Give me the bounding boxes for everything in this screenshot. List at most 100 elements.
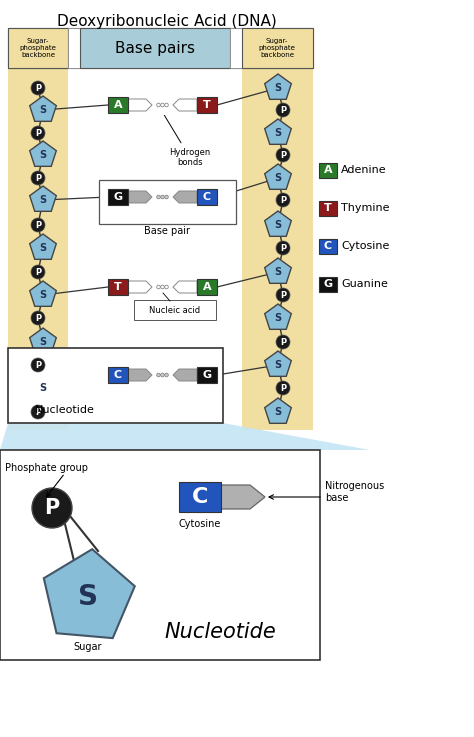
Text: A: A	[324, 165, 332, 175]
Text: Cytosine: Cytosine	[179, 519, 221, 529]
Text: Phosphate group: Phosphate group	[5, 463, 88, 473]
Circle shape	[31, 358, 45, 372]
Text: P: P	[280, 290, 286, 299]
Polygon shape	[30, 281, 56, 307]
Polygon shape	[264, 398, 292, 423]
FancyBboxPatch shape	[99, 180, 236, 224]
Polygon shape	[30, 328, 56, 353]
Polygon shape	[30, 234, 56, 259]
FancyBboxPatch shape	[197, 367, 217, 383]
Polygon shape	[221, 485, 265, 509]
Circle shape	[161, 195, 164, 199]
Polygon shape	[264, 304, 292, 329]
FancyBboxPatch shape	[80, 28, 230, 68]
Circle shape	[164, 373, 168, 377]
Text: P: P	[280, 243, 286, 253]
Circle shape	[31, 171, 45, 185]
Polygon shape	[264, 74, 292, 99]
Text: Adenine: Adenine	[341, 165, 387, 175]
Circle shape	[157, 285, 160, 289]
FancyBboxPatch shape	[319, 276, 337, 292]
Polygon shape	[173, 281, 197, 293]
Text: G: G	[323, 279, 333, 289]
Text: A: A	[203, 282, 211, 292]
Text: P: P	[280, 383, 286, 393]
Polygon shape	[30, 96, 56, 122]
Text: S: S	[39, 105, 46, 115]
Text: S: S	[39, 383, 46, 393]
Circle shape	[157, 373, 160, 377]
Text: Guanine: Guanine	[341, 279, 388, 289]
FancyBboxPatch shape	[197, 279, 217, 295]
FancyBboxPatch shape	[8, 28, 68, 68]
FancyBboxPatch shape	[179, 482, 221, 512]
Circle shape	[164, 103, 168, 107]
Text: P: P	[35, 83, 41, 93]
FancyBboxPatch shape	[8, 28, 313, 68]
Polygon shape	[128, 99, 152, 111]
Text: Sugar-
phosphate
backbone: Sugar- phosphate backbone	[258, 38, 295, 58]
FancyBboxPatch shape	[0, 450, 145, 660]
Circle shape	[276, 241, 290, 255]
Circle shape	[157, 103, 160, 107]
FancyBboxPatch shape	[134, 300, 216, 320]
FancyBboxPatch shape	[197, 97, 217, 113]
Circle shape	[276, 103, 290, 117]
Polygon shape	[264, 258, 292, 283]
Text: Nucleotide: Nucleotide	[164, 622, 276, 642]
Polygon shape	[30, 374, 56, 399]
Circle shape	[161, 103, 164, 107]
Text: S: S	[78, 583, 98, 611]
Text: S: S	[39, 337, 46, 347]
Text: S: S	[39, 195, 46, 205]
FancyBboxPatch shape	[108, 279, 128, 295]
Circle shape	[276, 335, 290, 349]
Text: P: P	[35, 268, 41, 276]
Circle shape	[164, 285, 168, 289]
Circle shape	[31, 405, 45, 419]
Circle shape	[31, 81, 45, 95]
Text: P: P	[35, 128, 41, 138]
Polygon shape	[173, 99, 197, 111]
Text: Cytosine: Cytosine	[341, 241, 389, 251]
Text: C: C	[324, 241, 332, 251]
FancyBboxPatch shape	[108, 189, 128, 205]
Polygon shape	[128, 369, 152, 381]
Circle shape	[161, 373, 164, 377]
Text: P: P	[35, 360, 41, 369]
Circle shape	[31, 311, 45, 325]
Circle shape	[31, 126, 45, 140]
Text: S: S	[274, 173, 282, 183]
Circle shape	[31, 218, 45, 232]
Polygon shape	[128, 191, 152, 203]
Text: G: G	[202, 370, 211, 380]
Text: P: P	[35, 220, 41, 229]
Polygon shape	[173, 369, 197, 381]
FancyBboxPatch shape	[108, 97, 128, 113]
Text: Nitrogenous
base: Nitrogenous base	[325, 481, 384, 503]
Text: S: S	[274, 267, 282, 277]
Text: S: S	[39, 290, 46, 300]
Text: S: S	[39, 243, 46, 253]
Circle shape	[276, 193, 290, 207]
Text: T: T	[114, 282, 122, 292]
Text: S: S	[274, 407, 282, 417]
Circle shape	[276, 381, 290, 395]
Polygon shape	[264, 119, 292, 144]
Text: P: P	[45, 498, 60, 518]
Circle shape	[32, 488, 72, 528]
FancyBboxPatch shape	[242, 28, 313, 68]
Circle shape	[276, 148, 290, 162]
Text: Hydrogen
bonds: Hydrogen bonds	[164, 116, 210, 167]
Text: G: G	[113, 192, 123, 202]
Polygon shape	[0, 423, 370, 450]
Polygon shape	[264, 164, 292, 189]
FancyBboxPatch shape	[319, 200, 337, 215]
Text: Nucleotide: Nucleotide	[35, 405, 95, 415]
FancyBboxPatch shape	[230, 28, 242, 68]
FancyBboxPatch shape	[242, 68, 313, 430]
FancyBboxPatch shape	[319, 239, 337, 254]
FancyBboxPatch shape	[8, 68, 68, 430]
FancyBboxPatch shape	[0, 450, 320, 660]
Text: Sugar-
phosphate
backbone: Sugar- phosphate backbone	[19, 38, 56, 58]
